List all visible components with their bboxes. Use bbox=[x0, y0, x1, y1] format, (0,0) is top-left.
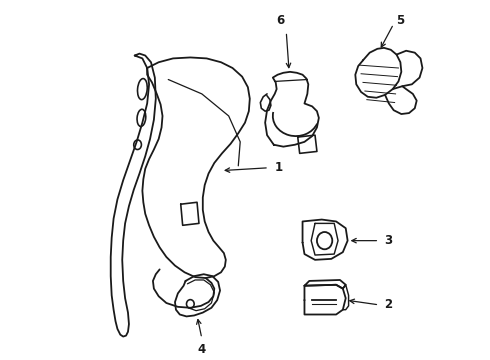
Text: 4: 4 bbox=[197, 343, 206, 356]
Text: 5: 5 bbox=[396, 14, 405, 27]
Text: 3: 3 bbox=[384, 234, 392, 247]
Text: 6: 6 bbox=[276, 14, 285, 27]
Text: 2: 2 bbox=[384, 298, 392, 311]
Text: 1: 1 bbox=[275, 161, 283, 174]
